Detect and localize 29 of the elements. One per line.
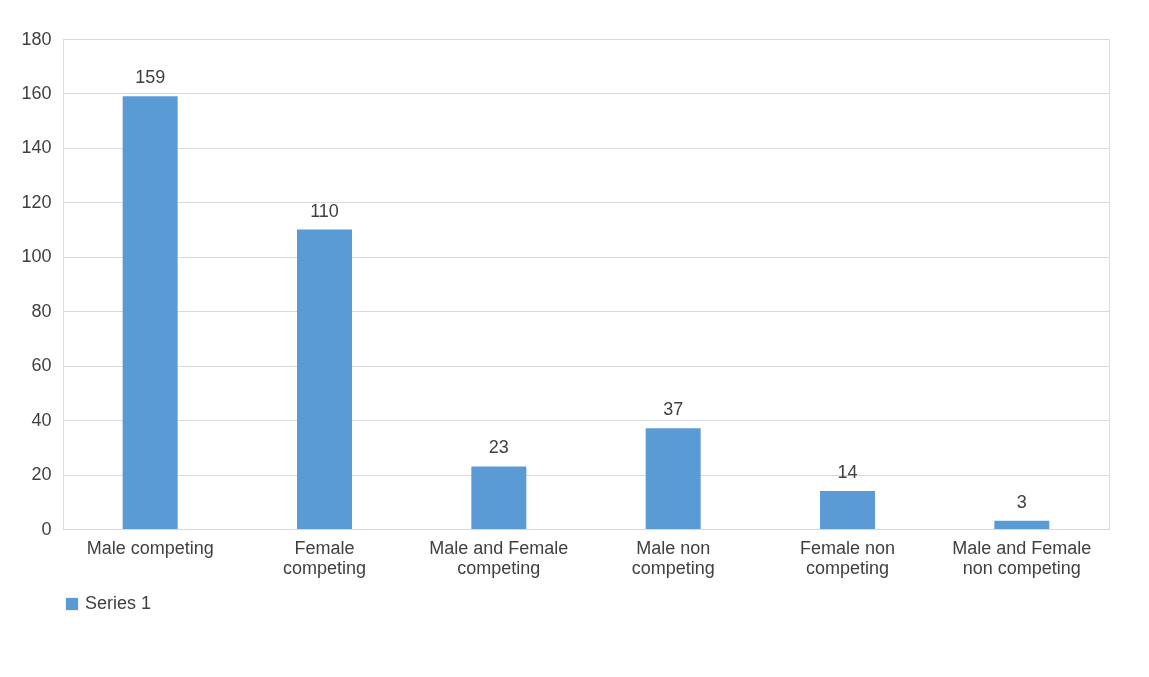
data-label: 14 (837, 461, 858, 482)
data-label: 37 (663, 399, 684, 420)
data-label: 3 (1016, 491, 1027, 512)
y-tick-label: 20 (31, 464, 52, 485)
y-tick-label: 80 (31, 300, 52, 321)
bar (297, 229, 352, 529)
data-label: 110 (310, 200, 339, 221)
y-tick-label: 180 (21, 28, 52, 49)
y-tick-label: 60 (31, 355, 52, 376)
y-tick-label: 0 (41, 518, 52, 539)
y-tick-label: 160 (21, 82, 52, 103)
x-tick-label: Female competing (282, 537, 367, 578)
x-tick-label: Female non competing (799, 537, 896, 578)
y-tick-label: 140 (21, 137, 52, 158)
y-tick-label: 100 (21, 246, 52, 267)
y-tick-label: 40 (31, 409, 52, 430)
bar (994, 520, 1050, 529)
data-label: 23 (488, 437, 509, 458)
x-tick-label: Male and Female non competing (952, 537, 1092, 578)
bar (645, 428, 701, 529)
bar (122, 96, 178, 529)
legend-label: Series 1 (85, 593, 152, 613)
x-tick-label: Male competing (86, 537, 214, 558)
bar (471, 466, 527, 529)
bar (820, 490, 875, 529)
x-tick-label: Male non competing (631, 537, 715, 578)
y-tick-label: 120 (21, 191, 52, 212)
data-label: 159 (135, 67, 166, 88)
x-tick-label: Male and Female competing (429, 537, 569, 578)
